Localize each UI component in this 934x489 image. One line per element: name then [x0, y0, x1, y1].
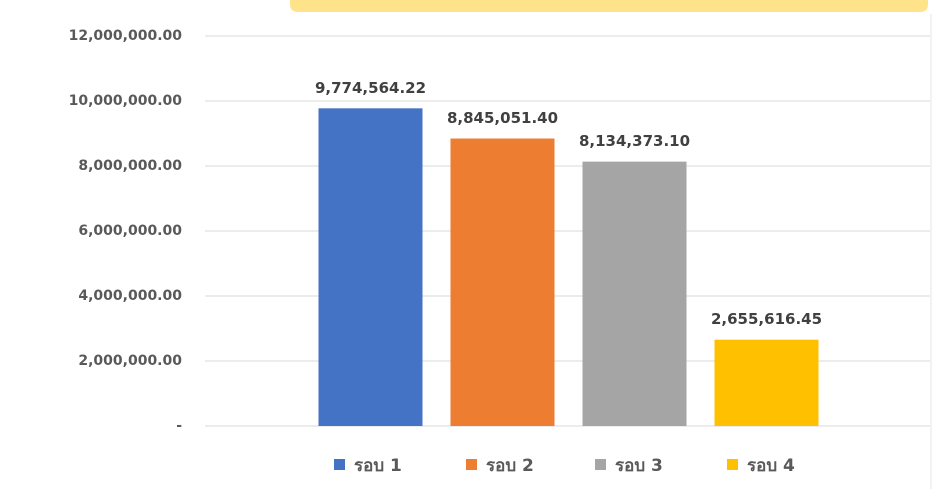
legend-swatch [595, 459, 606, 470]
y-tick-label: - [176, 418, 182, 434]
y-tick-label: 6,000,000.00 [78, 223, 182, 239]
data-label: 9,774,564.22 [315, 79, 426, 97]
y-tick-label: 8,000,000.00 [78, 158, 182, 174]
bar [582, 161, 687, 426]
legend-label: รอบ 4 [747, 456, 795, 476]
legend-swatch [334, 459, 345, 470]
bar [318, 108, 423, 426]
legend-label: รอบ 1 [354, 456, 402, 476]
data-label: 8,134,373.10 [579, 132, 690, 150]
y-tick-label: 10,000,000.00 [69, 93, 183, 109]
legend-swatch [727, 459, 738, 470]
bar [450, 138, 555, 426]
legend-label: รอบ 3 [615, 456, 663, 476]
legend-label: รอบ 2 [486, 456, 534, 476]
bar [714, 339, 819, 426]
y-tick-label: 4,000,000.00 [78, 288, 182, 304]
data-label: 2,655,616.45 [711, 310, 822, 328]
top-banner [290, 0, 928, 12]
legend-swatch [466, 459, 477, 470]
y-tick-label: 2,000,000.00 [78, 353, 182, 369]
y-tick-label: 12,000,000.00 [69, 28, 183, 44]
data-label: 8,845,051.40 [447, 109, 558, 127]
